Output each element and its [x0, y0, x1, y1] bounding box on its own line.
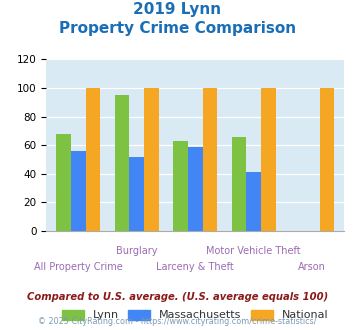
Bar [246, 172, 261, 231]
Bar [232, 137, 246, 231]
Bar [56, 134, 71, 231]
Bar [86, 88, 100, 231]
Bar [203, 88, 217, 231]
Text: Compared to U.S. average. (U.S. average equals 100): Compared to U.S. average. (U.S. average … [27, 292, 328, 302]
Text: Larceny & Theft: Larceny & Theft [156, 262, 234, 272]
Bar [261, 88, 275, 231]
Text: 2019 Lynn: 2019 Lynn [133, 2, 222, 16]
Text: Motor Vehicle Theft: Motor Vehicle Theft [206, 246, 301, 256]
Bar [130, 157, 144, 231]
Text: All Property Crime: All Property Crime [34, 262, 123, 272]
Bar [144, 88, 159, 231]
Bar [188, 147, 203, 231]
Bar [71, 151, 86, 231]
Text: Arson: Arson [298, 262, 326, 272]
Bar [173, 141, 188, 231]
Text: © 2025 CityRating.com - https://www.cityrating.com/crime-statistics/: © 2025 CityRating.com - https://www.city… [38, 317, 317, 326]
Text: Burglary: Burglary [116, 246, 158, 256]
Legend: Lynn, Massachusetts, National: Lynn, Massachusetts, National [58, 305, 333, 325]
Text: Property Crime Comparison: Property Crime Comparison [59, 21, 296, 36]
Bar [320, 88, 334, 231]
Bar [115, 95, 130, 231]
